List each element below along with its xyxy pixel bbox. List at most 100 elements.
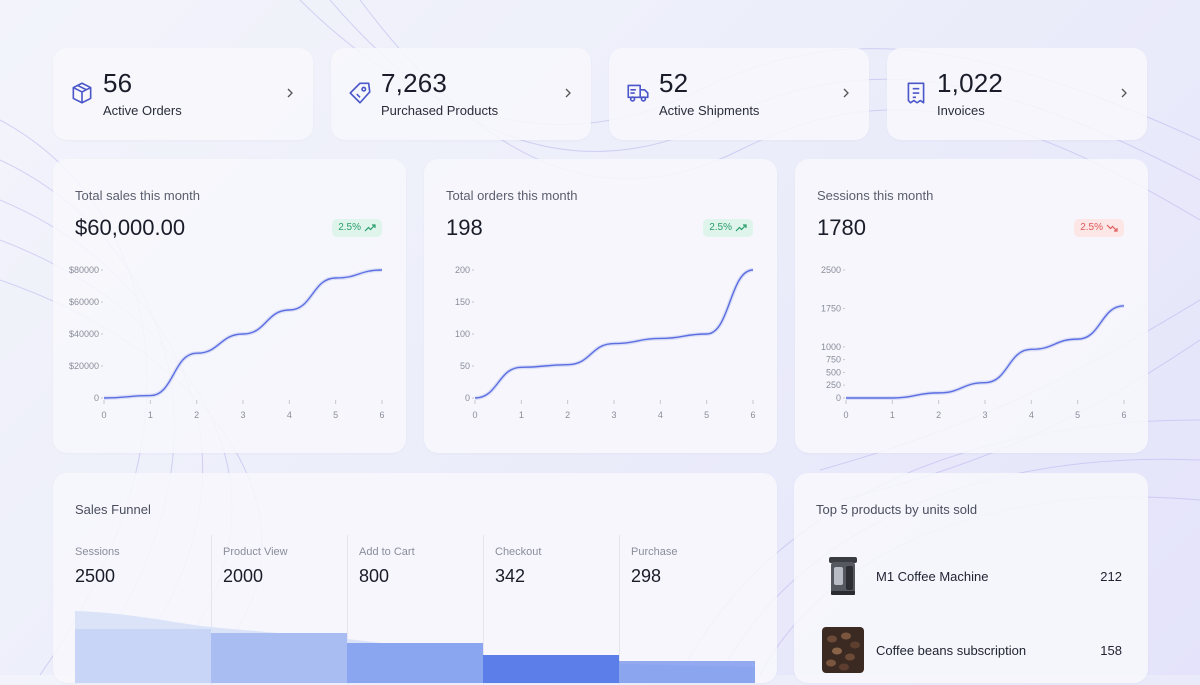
funnel-stage-value: 298 bbox=[631, 566, 662, 586]
y-tick-label: 100 bbox=[455, 329, 470, 339]
x-tick-label: 2 bbox=[194, 410, 199, 420]
x-tick-label: 4 bbox=[1029, 410, 1034, 420]
y-tick-label: 250 bbox=[826, 380, 841, 390]
x-tick-label: 3 bbox=[240, 410, 245, 420]
sales-chart-card: Total sales this month $60,000.00 2.5% 0… bbox=[53, 159, 406, 453]
y-tick-label: 1750 bbox=[821, 303, 841, 313]
chart-title: Total sales this month bbox=[75, 188, 201, 203]
orders-line-chart: 0 50 100 150 200 0 1 2 3 4 5 6 bbox=[455, 265, 756, 420]
funnel-stage-label: Purchase bbox=[631, 546, 678, 558]
y-tick-label: $60000 bbox=[69, 297, 99, 307]
stat-card-invoices[interactable]: 1,022 Invoices bbox=[887, 48, 1147, 140]
product-units: 212 bbox=[1100, 569, 1122, 584]
receipt-icon bbox=[907, 82, 925, 104]
chart-value: $60,000.00 bbox=[75, 215, 186, 240]
funnel-stage-label: Add to Cart bbox=[359, 546, 415, 558]
top-products-card: Top 5 products by units sold M1 Coffee M… bbox=[794, 473, 1148, 683]
series-line-glow bbox=[474, 268, 754, 400]
y-tick-label: 1000 bbox=[821, 342, 841, 352]
tag-icon bbox=[349, 82, 371, 104]
funnel-stage-label: Sessions bbox=[75, 546, 120, 558]
section-title: Sales Funnel bbox=[75, 502, 151, 517]
stat-label: Purchased Products bbox=[381, 103, 499, 118]
trend-value: 2.5% bbox=[338, 222, 361, 233]
y-tick-label: 2500 bbox=[821, 265, 841, 275]
y-tick-label: 750 bbox=[826, 355, 841, 365]
x-tick-label: 1 bbox=[148, 410, 153, 420]
chevron-right-icon bbox=[1121, 88, 1127, 98]
series-line bbox=[103, 269, 383, 399]
funnel-bar bbox=[75, 629, 211, 683]
product-name: Coffee beans subscription bbox=[876, 643, 1027, 658]
trend-up-icon bbox=[735, 224, 747, 232]
x-tick-label: 5 bbox=[333, 410, 338, 420]
funnel-stage-label: Checkout bbox=[495, 546, 542, 558]
chart-value: 198 bbox=[446, 215, 483, 240]
y-tick-label: 500 bbox=[826, 367, 841, 377]
funnel-stage-label: Product View bbox=[223, 546, 288, 558]
x-tick-label: 2 bbox=[565, 410, 570, 420]
funnel-stage-value: 2000 bbox=[223, 566, 264, 586]
x-tick-label: 5 bbox=[704, 410, 709, 420]
y-tick-label: 0 bbox=[836, 393, 841, 403]
x-tick-label: 0 bbox=[843, 410, 848, 420]
y-tick-label: $20000 bbox=[69, 361, 99, 371]
sales-line-chart: 0 $20000 $40000 $60000 $80000 0 1 2 3 4 5 6 bbox=[69, 265, 385, 420]
x-tick-label: 1 bbox=[890, 410, 895, 420]
product-name: M1 Coffee Machine bbox=[876, 569, 989, 584]
funnel-stage: Purchase 298 bbox=[619, 535, 756, 685]
series-line bbox=[846, 305, 1125, 399]
sessions-line-chart: 0 250 500 750 1000 1750 2500 0 1 2 3 4 5 6 bbox=[821, 265, 1127, 420]
funnel-bar bbox=[347, 643, 483, 683]
y-tick-label: 50 bbox=[460, 361, 470, 371]
y-tick-label: 0 bbox=[94, 393, 99, 403]
trend-up-icon bbox=[364, 224, 376, 232]
stat-label: Invoices bbox=[937, 103, 985, 118]
coffee-beans-image bbox=[822, 627, 864, 673]
product-row[interactable]: Coffee beans subscription 158 bbox=[822, 627, 1122, 673]
truck-icon bbox=[627, 84, 649, 102]
trend-value: 2.5% bbox=[709, 222, 732, 233]
funnel-stage: Product View 2000 bbox=[211, 535, 348, 685]
x-tick-label: 4 bbox=[287, 410, 292, 420]
x-tick-label: 6 bbox=[379, 410, 384, 420]
chevron-right-icon bbox=[565, 88, 571, 98]
series-line bbox=[474, 269, 754, 399]
chevron-right-icon bbox=[287, 88, 293, 98]
stat-value: 1,022 bbox=[937, 68, 1004, 98]
funnel-bar bbox=[619, 661, 755, 683]
stat-value: 52 bbox=[659, 68, 689, 98]
trend-down-icon bbox=[1106, 224, 1118, 232]
chart-title: Total orders this month bbox=[446, 188, 578, 203]
stat-value: 7,263 bbox=[381, 68, 448, 98]
stat-label: Active Orders bbox=[103, 103, 182, 118]
sales-funnel-card: Sales Funnel Sessions 2500 Product View … bbox=[53, 473, 777, 685]
chevron-right-icon bbox=[843, 88, 849, 98]
x-tick-label: 6 bbox=[1121, 410, 1126, 420]
chart-value: 1780 bbox=[817, 215, 866, 240]
box-icon bbox=[72, 82, 92, 104]
y-tick-label: $40000 bbox=[69, 329, 99, 339]
stat-card-purchased-products[interactable]: 7,263 Purchased Products bbox=[331, 48, 591, 140]
y-tick-label: 150 bbox=[455, 297, 470, 307]
section-title: Top 5 products by units sold bbox=[816, 502, 978, 517]
series-line-glow bbox=[846, 303, 1125, 400]
product-row[interactable]: M1 Coffee Machine 212 bbox=[822, 553, 1122, 599]
funnel-bar bbox=[211, 633, 347, 683]
chart-title: Sessions this month bbox=[817, 188, 934, 203]
trend-value: 2.5% bbox=[1080, 222, 1103, 233]
funnel-stage: Add to Cart 800 bbox=[347, 535, 484, 685]
funnel-area-chart bbox=[75, 611, 755, 683]
x-tick-label: 4 bbox=[658, 410, 663, 420]
stat-card-active-orders[interactable]: 56 Active Orders bbox=[53, 48, 313, 140]
x-tick-label: 0 bbox=[101, 410, 106, 420]
funnel-stage-value: 342 bbox=[495, 566, 526, 586]
funnel-bar bbox=[483, 655, 619, 683]
x-tick-label: 3 bbox=[611, 410, 616, 420]
funnel-stage: Checkout 342 bbox=[483, 535, 620, 685]
y-tick-label: $80000 bbox=[69, 265, 99, 275]
x-tick-label: 3 bbox=[982, 410, 987, 420]
funnel-stage: Sessions 2500 bbox=[75, 535, 211, 685]
trend-badge: 2.5% bbox=[332, 219, 382, 237]
stat-card-active-shipments[interactable]: 52 Active Shipments bbox=[609, 48, 869, 140]
